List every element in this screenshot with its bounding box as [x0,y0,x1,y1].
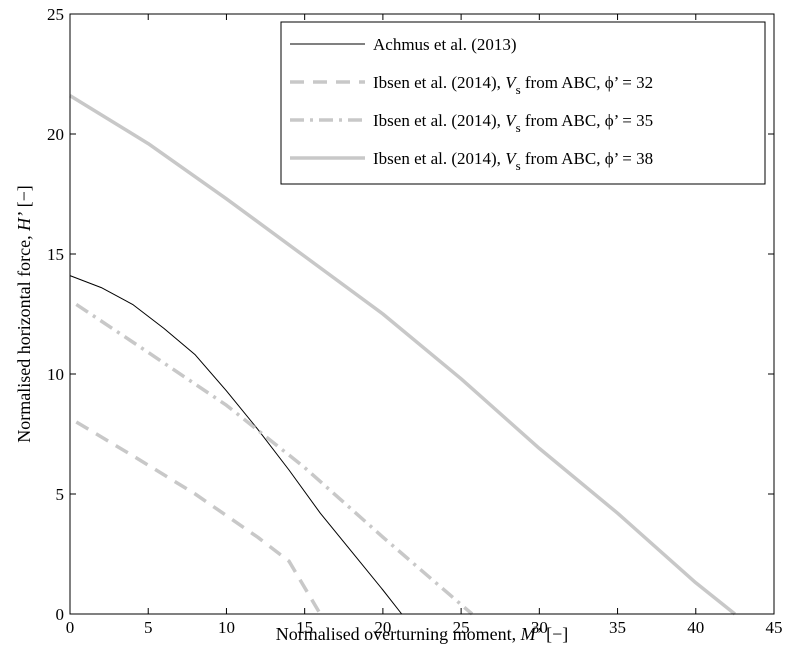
x-tick-label: 25 [453,618,470,637]
y-tick-label: 20 [47,125,64,144]
series-layer [69,94,736,616]
legend-entry-text: Ibsen et al. (2014), [373,73,505,92]
legend-entry-subscript: s [516,158,521,173]
series-line-0 [69,275,403,615]
y-axis-label-symbol: H’ [14,212,34,232]
x-tick-label: 45 [766,618,783,637]
x-tick-label: 5 [144,618,153,637]
x-axis-label: Normalised overturning moment, M’ [−] [276,624,569,644]
x-tick-label: 0 [66,618,75,637]
legend-entry-symbol: V [505,111,518,130]
legend-entry-rest: from ABC, ϕ’ = 38 [521,149,654,168]
legend-entry-symbol: V [505,149,518,168]
x-axis-label-unit: [−] [542,624,569,644]
series-line-1 [75,420,322,615]
series-line-3 [69,94,736,616]
legend-entry-subscript: s [516,82,521,97]
legend-entry-0: Achmus et al. (2013) [373,35,517,54]
legend-entry-1: Ibsen et al. (2014), Vs from ABC, ϕ’ = 3… [373,73,653,97]
legend-entry-text: Ibsen et al. (2014), [373,149,505,168]
x-tick-label: 30 [531,618,548,637]
y-tick-label: 15 [47,245,64,264]
y-axis-label-text: Normalised horizontal force, [14,231,34,443]
y-tick-label: 10 [47,365,64,384]
legend-entry-3: Ibsen et al. (2014), Vs from ABC, ϕ’ = 3… [373,149,653,173]
x-tick-label: 40 [687,618,704,637]
x-tick-label: 15 [296,618,313,637]
legend-entry-subscript: s [516,120,521,135]
y-tick-label: 25 [47,5,64,24]
ticks-layer: 0 5 10 15 20 25 30 35 40 45 0 5 10 15 20 25 [47,5,783,637]
y-tick-label: 5 [56,485,65,504]
x-tick-label: 35 [609,618,626,637]
y-axis-label: Normalised horizontal force, H’ [−] [14,185,34,443]
x-axis-label-text: Normalised overturning moment, [276,624,521,644]
y-tick-label: 0 [56,605,65,624]
x-tick-label: 20 [374,618,391,637]
legend-entry-symbol: V [505,73,518,92]
legend-entry-text: Ibsen et al. (2014), [373,111,505,130]
x-tick-label: 10 [218,618,235,637]
legend: Achmus et al. (2013) Ibsen et al. (2014),… [280,21,766,185]
y-axis-label-unit: [−] [14,185,34,212]
legend-entry-2: Ibsen et al. (2014), Vs from ABC, ϕ’ = 3… [373,111,653,135]
x-axis-label-symbol: M’ [520,624,542,644]
plot-frame [69,13,775,615]
legend-entry-rest: from ABC, ϕ’ = 35 [521,111,654,130]
legend-entry-rest: from ABC, ϕ’ = 32 [521,73,654,92]
